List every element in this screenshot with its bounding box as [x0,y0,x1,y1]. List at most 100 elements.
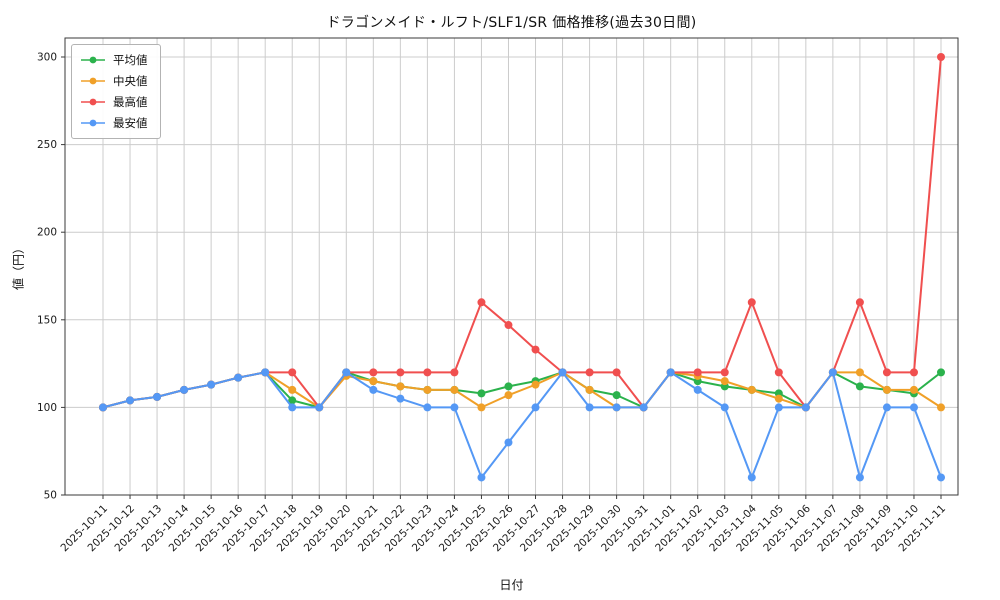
y-tick-label: 150 [37,314,57,326]
series-highest-marker [450,368,459,377]
series-average-marker [288,396,297,405]
series-lowest-marker [423,403,432,412]
series-highest-marker [369,368,378,377]
series-lowest-marker [450,403,459,412]
series-median-line [102,371,942,409]
series-average-marker [504,382,513,391]
legend-label: 最安値 [113,116,148,130]
legend-swatch-highest [81,98,105,106]
y-axis-label: 値（円） [11,241,26,291]
series-lowest-marker [720,403,729,412]
series-lowest-marker [855,473,864,482]
series-median-marker [504,391,513,400]
legend-item-highest: 最高値 [80,94,148,110]
series-median-marker [720,377,729,386]
series-lowest-marker [261,368,270,377]
plot-border [64,37,959,496]
series-lowest-marker [937,473,945,482]
gridlines [65,38,958,496]
series-highest-marker [720,368,729,377]
series-median-marker [450,385,459,394]
series-lowest-marker [666,368,675,377]
series-highest-marker [774,368,783,377]
series-average-marker [612,391,621,400]
series-median-marker [747,385,756,394]
series-median-marker [396,382,405,391]
series-lowest-marker [99,403,107,412]
series-lowest-line [102,371,942,479]
series-highest-marker [423,368,432,377]
series-highest-marker [882,368,891,377]
series-median-marker [909,385,918,394]
y-tick-label: 250 [37,139,57,151]
y-tick-label: 200 [37,227,57,239]
legend-swatch-average [81,56,105,64]
y-tick-label: 50 [44,490,57,502]
series-highest-marker [612,368,621,377]
series-median-marker [882,385,891,394]
tick-marks [61,56,942,499]
series-lowest-marker [558,368,567,377]
legend-item-lowest: 最安値 [80,115,148,131]
legend-swatch-lowest [81,119,105,127]
series-lowest-marker [288,403,297,412]
series-lowest-marker [639,403,648,412]
series-lowest-marker [180,385,189,394]
series-highest-marker [396,368,405,377]
series-median-marker [288,385,297,394]
series-lowest-marker [909,403,918,412]
series-lowest-marker [531,403,540,412]
series-lowest-marker [477,473,486,482]
x-axis-label: 日付 [499,578,524,592]
series-highest-marker [909,368,918,377]
series-lowest-marker [774,403,783,412]
series-average-marker [477,389,486,398]
series-highest-marker [288,368,297,377]
series-lowest-marker [504,438,513,447]
series-average-marker [855,382,864,391]
series-lowest-marker [801,403,810,412]
series-lowest-marker [126,396,135,405]
series-highest-marker [531,345,540,354]
y-tick-labels: 50 100 150 200 250 300 [37,52,57,502]
series-median-marker [855,368,864,377]
series-lowest-marker [342,368,351,377]
series-highest-marker [693,368,702,377]
series-lowest [99,368,945,482]
series-lowest-marker [153,392,162,401]
y-tick-label: 300 [37,52,57,64]
series-median-marker [774,394,783,403]
series-lowest-marker [882,403,891,412]
legend-item-average: 平均値 [80,52,148,68]
series-highest-marker [747,298,756,307]
legend-label: 中央値 [113,74,148,88]
legend: 平均値中央値最高値最安値 [71,44,161,139]
series-median-marker [531,380,540,389]
series-highest-marker [855,298,864,307]
series-lowest-marker [747,473,756,482]
series-lowest-marker [396,394,405,403]
series-lowest-marker [612,403,621,412]
series-median-marker [477,403,486,412]
series-lowest-marker [828,368,837,377]
legend-item-median: 中央値 [80,73,148,89]
legend-label: 平均値 [113,53,148,67]
series-highest-marker [477,298,486,307]
series-median-marker [423,385,432,394]
series-highest-marker [585,368,594,377]
series-median-marker [937,403,945,412]
series-highest-marker [504,321,513,330]
series-lowest-marker [234,373,243,382]
series-lowest-marker [315,403,324,412]
series-highest-marker [937,53,945,61]
series-lowest-marker [585,403,594,412]
legend-swatch-median [81,77,105,85]
chart-title: ドラゴンメイド・ルフト/SLF1/SR 価格推移(過去30日間) [326,15,697,31]
series-median-marker [585,385,594,394]
legend-label: 最高値 [113,95,148,109]
y-tick-label: 100 [37,402,57,414]
series-average-marker [937,368,945,377]
series-median-marker [369,377,378,386]
